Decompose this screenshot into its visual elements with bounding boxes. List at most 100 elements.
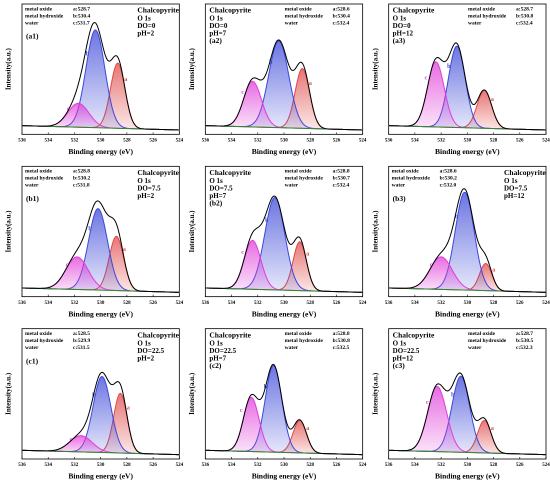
legend-label: c:532.3 <box>516 345 533 351</box>
legend-label: b:530.2 <box>73 176 91 182</box>
panel: 536 534 532 530 528 526 524 Binding energy (eV)… <box>371 3 550 156</box>
legend-species: metal oxide <box>285 6 313 12</box>
x-axis-label: Binding energy (eV) <box>68 472 133 481</box>
x-tick-label: 532 <box>71 301 79 306</box>
legend-label: b:530.5 <box>516 338 534 344</box>
panel-label: (c2) <box>209 361 222 370</box>
material-title: Chalcopyrite <box>137 168 179 177</box>
y-axis-label: Intensity(a.u.) <box>371 372 379 415</box>
envelope-curve <box>21 200 180 293</box>
x-tick-label: 530 <box>464 463 472 468</box>
x-tick-label: 532 <box>254 138 262 143</box>
x-tick-label: 534 <box>228 301 236 306</box>
legend-species: metal hydroxide <box>285 338 324 344</box>
x-tick-label: 528 <box>123 463 131 468</box>
y-axis-label: Intensity(a.u.) <box>5 48 13 91</box>
condition: DO=0 <box>209 22 227 30</box>
condition: pH=2 <box>137 354 154 362</box>
legend-species: metal oxide <box>25 169 53 175</box>
peak-letter: a <box>491 426 494 432</box>
peak-area <box>388 192 546 293</box>
x-tick-label: 534 <box>411 463 419 468</box>
peak-letter: a <box>491 97 494 103</box>
x-tick-label: 526 <box>333 138 341 143</box>
x-tick-label: 536 <box>202 138 210 143</box>
envelope-curve <box>21 21 180 131</box>
panel: 536 534 532 530 528 526 524 Binding energy (eV)… <box>188 328 367 481</box>
condition: pH=7 <box>209 30 226 38</box>
x-tick-label: 532 <box>254 463 262 468</box>
legend-species: metal hydroxide <box>25 176 64 182</box>
legend-label: a:528.5 <box>73 331 90 337</box>
material-title: Chalcopyrite <box>137 6 179 15</box>
panel-label: (a2) <box>209 36 222 45</box>
panel: 536 534 532 530 528 526 524 Binding energy (eV)… <box>5 165 184 318</box>
panel-label: (b3) <box>393 194 406 203</box>
x-tick-label: 528 <box>490 301 498 306</box>
x-tick-label: 526 <box>149 138 157 143</box>
x-tick-label: 528 <box>123 301 131 306</box>
x-tick-label: 526 <box>149 463 157 468</box>
x-axis-label: Binding energy (eV) <box>252 309 317 318</box>
material-title: Chalcopyrite <box>504 168 546 177</box>
legend-species: metal oxide <box>468 6 496 12</box>
peak-letter: b <box>265 218 269 224</box>
x-tick-label: 528 <box>490 138 498 143</box>
x-tick-label: 526 <box>516 463 524 468</box>
x-tick-label: 530 <box>464 138 472 143</box>
x-tick-label: 526 <box>333 301 341 306</box>
peak-area <box>388 256 546 293</box>
peak-letter: c <box>430 262 433 268</box>
legend-label: a:528.6 <box>333 6 350 12</box>
legend-species: metal oxide <box>285 331 313 337</box>
y-axis-label: Intensity(a.u.) <box>371 210 379 253</box>
x-tick-label: 528 <box>306 138 314 143</box>
condition: O 1s <box>137 177 151 185</box>
envelope-curve <box>205 363 363 456</box>
x-tick-label: 524 <box>542 138 550 143</box>
legend-label: a:528.8 <box>333 331 350 337</box>
x-tick-label: 536 <box>202 463 210 468</box>
x-tick-label: 530 <box>280 463 288 468</box>
y-axis-label: Intensity(a.u.) <box>188 372 196 415</box>
envelope-curve <box>205 195 363 293</box>
x-tick-label: 534 <box>228 138 236 143</box>
x-tick-label: 532 <box>71 138 79 143</box>
x-axis-label: Binding energy (eV) <box>252 147 317 156</box>
x-tick-label: 524 <box>176 463 184 468</box>
legend-species: metal hydroxide <box>468 13 507 19</box>
x-tick-label: 536 <box>18 301 26 306</box>
x-tick-label: 532 <box>437 301 445 306</box>
peak-letter: a <box>123 247 126 253</box>
peak-area <box>388 46 546 130</box>
condition: DO=7.5 <box>504 184 528 192</box>
legend-label: b:530.7 <box>333 176 351 182</box>
x-tick-label: 526 <box>516 301 524 306</box>
condition: pH=7 <box>209 192 226 200</box>
x-axis-label: Binding energy (eV) <box>252 472 317 481</box>
envelope-curve <box>388 188 547 293</box>
panel-label: (c1) <box>26 356 39 365</box>
legend-label: a:528.7 <box>516 331 533 337</box>
peak-area <box>205 40 363 130</box>
legend-label: c:532.4 <box>516 20 533 26</box>
x-tick-label: 532 <box>254 301 262 306</box>
peak-letter: a <box>124 77 127 83</box>
peak-area <box>205 81 363 130</box>
x-tick-label: 530 <box>97 301 105 306</box>
legend-label: b:530.2 <box>440 176 458 182</box>
condition: pH=7 <box>209 354 226 362</box>
legend-species: water <box>25 20 39 26</box>
x-tick-label: 536 <box>18 463 26 468</box>
material-title: Chalcopyrite <box>393 6 435 15</box>
peak-area <box>22 435 180 455</box>
peak-letter: b <box>86 52 90 58</box>
peak-area <box>22 256 180 293</box>
panel: 536 534 532 530 528 526 524 Binding energy (eV)… <box>371 165 550 318</box>
legend-species: metal oxide <box>468 331 496 337</box>
peak-letter: a <box>309 81 312 87</box>
condition: O 1s <box>504 177 518 185</box>
legend-label: c:532.0 <box>440 183 457 189</box>
envelope-curve <box>21 371 180 456</box>
